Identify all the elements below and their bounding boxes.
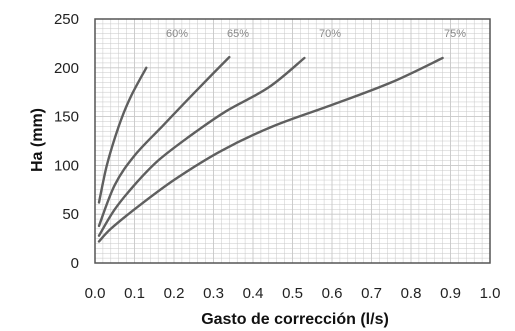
plot-frame — [94, 18, 491, 264]
x-tick-label: 0.8 — [401, 285, 422, 302]
series-label: 65% — [227, 28, 249, 40]
x-tick-label: 0.0 — [85, 285, 106, 302]
y-tick-label: 0 — [71, 255, 79, 272]
x-tick-label: 0.1 — [124, 285, 145, 302]
x-tick-label: 0.6 — [322, 285, 343, 302]
x-axis-title: Gasto de corrección (l/s) — [201, 311, 389, 328]
y-tick-label: 100 — [54, 157, 79, 174]
y-tick-label: 200 — [54, 60, 79, 77]
y-tick-label: 150 — [54, 109, 79, 126]
series-label: 75% — [444, 28, 466, 40]
y-axis-ticks: 0 50 100 150 200 250 — [54, 11, 79, 272]
x-tick-label: 0.2 — [164, 285, 185, 302]
x-tick-label: 1.0 — [480, 285, 501, 302]
x-tick-label: 0.5 — [282, 285, 303, 302]
x-tick-label: 0.3 — [203, 285, 224, 302]
grid — [95, 19, 490, 263]
series-label: 70% — [319, 28, 341, 40]
x-axis-ticks: 0.0 0.1 0.2 0.3 0.4 0.5 0.6 0.7 0.8 0.9 1.0 — [85, 285, 501, 302]
series-lines — [97, 55, 444, 243]
x-tick-label: 0.9 — [440, 285, 461, 302]
x-tick-label: 0.4 — [243, 285, 264, 302]
series-line-65pct — [97, 55, 231, 228]
series-line-70pct — [97, 56, 306, 237]
series-line-75pct — [97, 56, 444, 243]
series-label: 60% — [166, 28, 188, 40]
y-axis-title: Ha (mm) — [29, 108, 46, 172]
series-line-60pct — [97, 66, 148, 204]
series-labels: 60% 65% 70% 75% — [166, 28, 466, 40]
x-tick-label: 0.7 — [361, 285, 382, 302]
y-tick-label: 250 — [54, 11, 79, 28]
y-tick-label: 50 — [62, 206, 79, 223]
